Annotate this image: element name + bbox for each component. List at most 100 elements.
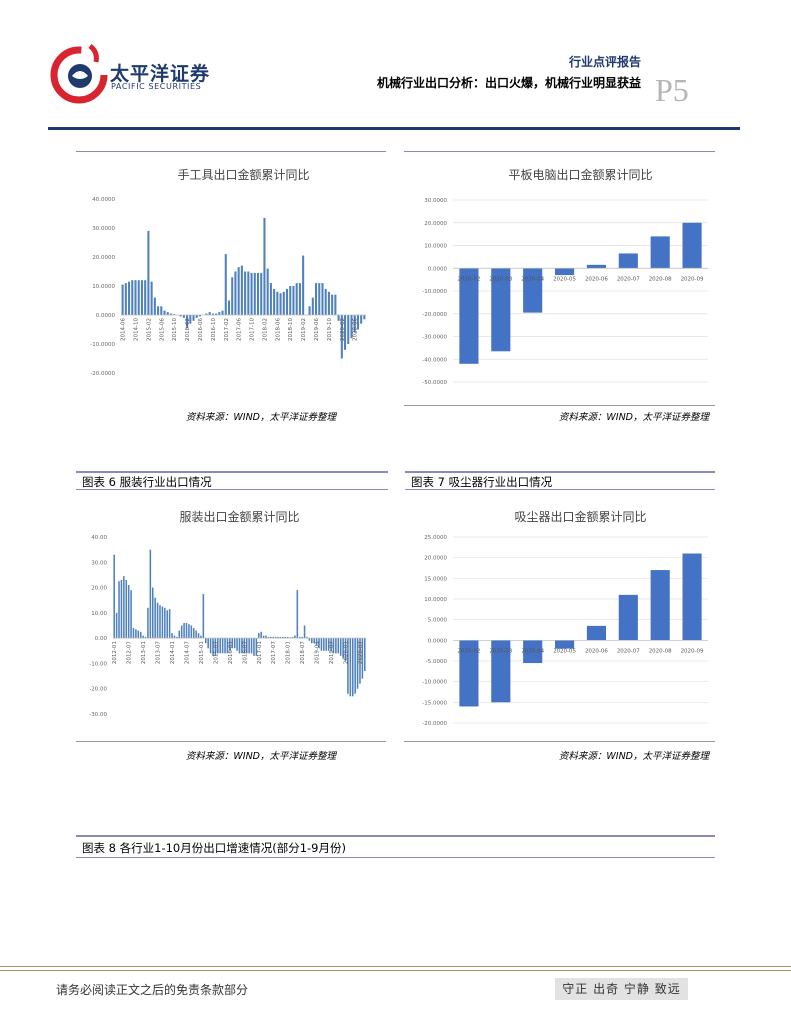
bar — [247, 271, 250, 315]
logo-wave — [72, 71, 88, 79]
x-tick-label: 2019-06 — [314, 318, 320, 341]
y-tick-label: -20.0000 — [422, 312, 447, 318]
disclaimer: 请务必阅读正文之后的免责条款部分 — [56, 983, 249, 997]
bar — [123, 576, 125, 639]
bar — [586, 264, 606, 269]
chart-title: 平板电脑出口金额累计同比 — [508, 167, 652, 182]
bar — [302, 255, 305, 315]
y-tick-label: 10.0000 — [424, 597, 447, 603]
y-tick-label: 20.0000 — [92, 255, 115, 261]
x-tick-label: 2018-10 — [288, 318, 294, 341]
y-tick-label: -10.00 — [89, 661, 107, 667]
x-tick-label: 2014-07 — [184, 641, 190, 664]
x-tick-label: 2020-06 — [353, 318, 359, 341]
x-tick-label: 2015-06 — [159, 318, 165, 341]
bar — [115, 612, 118, 639]
x-tick-label: 2016-10 — [211, 318, 217, 341]
bar — [173, 635, 176, 639]
bar — [125, 579, 128, 639]
chart: 服装出口金额累计同比 -30.00 -20.00 -10.00 0.00 10.00 20.… — [89, 509, 366, 718]
bar — [163, 310, 166, 315]
bar — [241, 638, 243, 654]
report-type: 行业点评报告 — [568, 55, 641, 69]
bar — [202, 593, 205, 639]
bar — [273, 288, 276, 315]
bar — [214, 638, 217, 656]
x-tick-label: 2020-01 — [344, 641, 350, 664]
bar — [311, 638, 313, 644]
y-tick-label: -5.0000 — [426, 659, 448, 665]
bar — [240, 265, 243, 315]
y-tick-label: 25.0000 — [424, 535, 447, 541]
bar — [335, 638, 337, 654]
bar — [140, 280, 143, 315]
bar — [118, 581, 120, 639]
bar — [315, 638, 318, 646]
bar — [682, 553, 702, 641]
bar — [265, 635, 267, 639]
bar — [200, 635, 202, 639]
bar — [161, 606, 164, 639]
bar — [347, 315, 350, 344]
bar — [226, 638, 229, 654]
bar — [296, 590, 299, 639]
x-tick-label: 2016-07 — [242, 641, 248, 664]
bar — [159, 605, 161, 639]
bar — [120, 579, 123, 639]
bar — [298, 636, 301, 639]
bar — [260, 272, 263, 315]
bar — [303, 625, 306, 639]
bar — [188, 624, 190, 639]
bar — [205, 313, 208, 315]
chart-title: 服装出口金额累计同比 — [179, 509, 299, 524]
bar — [237, 267, 240, 315]
bar — [130, 590, 132, 639]
bar — [208, 312, 211, 315]
bar — [272, 636, 275, 639]
bar — [256, 272, 260, 315]
x-tick-label: 2016-06 — [198, 318, 204, 341]
bar — [221, 638, 224, 654]
x-tick-label: 2015-02 — [146, 318, 152, 341]
bar — [182, 315, 185, 318]
x-tick-label: 2017-02 — [224, 318, 230, 341]
x-tick-label: 2019-10 — [327, 318, 333, 341]
bar — [147, 230, 150, 315]
bar — [234, 271, 237, 315]
chart-title: 吸尘器出口金额累计同比 — [514, 509, 646, 524]
bar — [491, 268, 511, 352]
bar — [221, 310, 224, 315]
bar — [189, 315, 192, 324]
panel-rule — [76, 741, 386, 742]
bar — [179, 315, 182, 317]
x-tick-label: 2019-01 — [315, 641, 321, 664]
bar — [269, 283, 272, 315]
x-tick-label: 2015-07 — [213, 641, 219, 664]
bar — [311, 297, 314, 315]
bar — [231, 638, 234, 649]
bar — [361, 638, 364, 679]
bar — [682, 222, 702, 269]
bar — [650, 570, 670, 641]
figure-caption: 图表 8 各行业1-10月份出口增速情况(部分1-9月份) — [76, 835, 715, 858]
bar — [327, 291, 330, 315]
bar — [263, 217, 266, 315]
y-tick-label: -20.00 — [89, 687, 107, 693]
bar — [308, 638, 311, 641]
bar — [137, 280, 140, 315]
bar — [295, 283, 298, 315]
x-tick-label: 2012-01 — [112, 641, 118, 664]
source-note: 资料来源：WIND，太平洋证券整理 — [558, 751, 709, 762]
bar — [344, 638, 347, 661]
bar — [139, 631, 142, 639]
bar — [354, 638, 356, 694]
y-tick-label: -15.0000 — [422, 700, 447, 706]
source-note: 资料来源：WIND，太平洋证券整理 — [185, 412, 336, 423]
bar — [364, 638, 366, 672]
x-tick-label: 2018-06 — [275, 318, 281, 341]
bar — [217, 638, 219, 654]
bar — [190, 625, 193, 639]
company-name-en: PACIFIC SECURITIES — [111, 82, 202, 91]
bar — [224, 254, 227, 315]
